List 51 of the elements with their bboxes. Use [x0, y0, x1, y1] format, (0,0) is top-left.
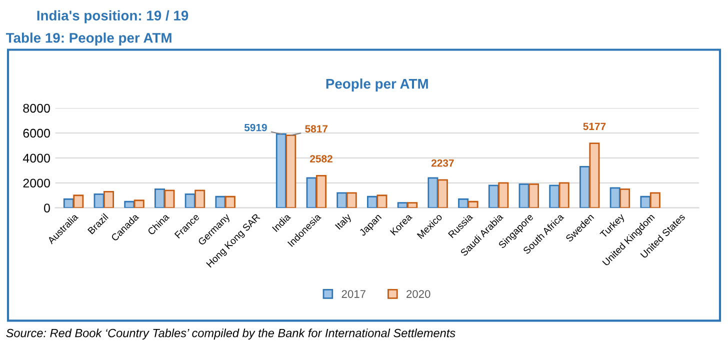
source-note: Source: Red Book ‘Country Tables’ compiled by the Bank for International Settlements: [6, 328, 456, 340]
bar: [488, 184, 499, 208]
y-tick-label: 4000: [22, 154, 50, 163]
bar: [397, 202, 408, 208]
bar: [579, 166, 590, 208]
bar: [650, 192, 660, 208]
bar: [124, 200, 135, 208]
bar: [549, 184, 560, 208]
bar: [468, 200, 478, 208]
y-tick-label: 8000: [23, 104, 50, 113]
y-tick-label: 2000: [23, 178, 50, 188]
bar: [558, 182, 570, 208]
bar: [286, 134, 296, 208]
data-label: 5817: [305, 125, 328, 133]
bar: [528, 183, 539, 208]
bar: [640, 196, 651, 208]
bar: [589, 142, 600, 208]
bar: [498, 182, 509, 208]
bar: [194, 190, 206, 208]
bar: [73, 194, 84, 208]
bar: [336, 192, 348, 208]
bar: [224, 196, 236, 208]
x-tick-label: Italy: [334, 212, 354, 232]
bar: [215, 196, 226, 208]
bar: [306, 177, 317, 208]
bar: [458, 198, 469, 208]
data-label: 5919: [244, 124, 267, 132]
data-label: 2237: [431, 159, 454, 167]
caption: Table 19: People per ATM: [6, 32, 172, 46]
bar: [154, 188, 165, 208]
legend-label: 2020: [406, 290, 430, 298]
bar: [134, 200, 144, 208]
y-tick-label: 6000: [23, 128, 50, 138]
bar: [376, 194, 388, 208]
bar: [407, 202, 418, 208]
bar: [104, 190, 114, 208]
bar: [620, 188, 630, 208]
legend-label: 2017: [342, 290, 366, 298]
bar: [428, 177, 438, 208]
data-label: 5177: [583, 122, 606, 130]
bar: [518, 183, 530, 208]
bar: [276, 133, 286, 208]
text: India's position: 19 / 19: [37, 10, 188, 24]
bar: [164, 190, 175, 208]
chart-title: People per ATM: [326, 78, 428, 92]
bar: [610, 187, 620, 208]
bar: [316, 174, 326, 208]
y-tick-label: 0: [44, 204, 50, 213]
bar: [346, 192, 357, 208]
bar: [437, 179, 448, 208]
data-label: 2582: [310, 155, 332, 162]
